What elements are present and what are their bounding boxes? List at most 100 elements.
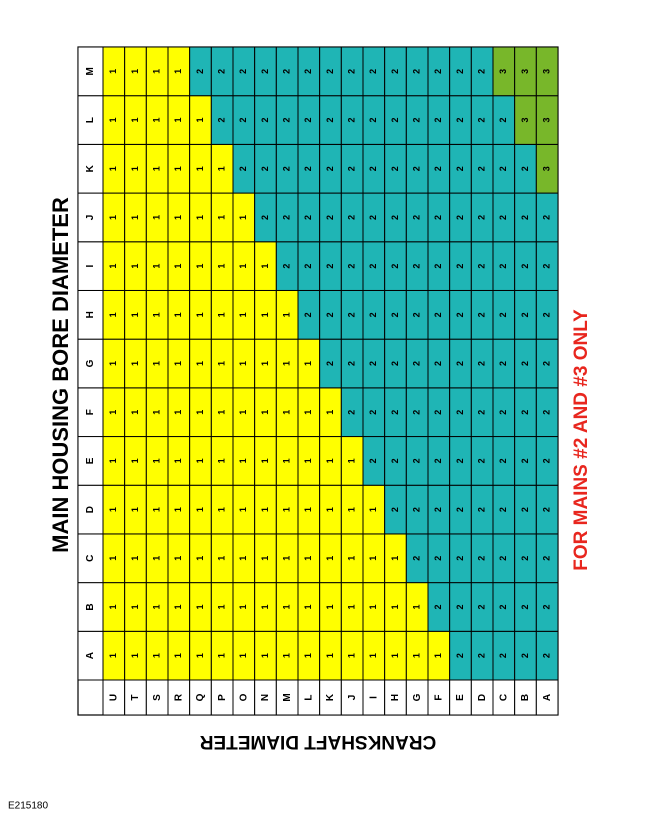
cell-value: 2 — [412, 361, 422, 366]
cell-value: 2 — [520, 604, 530, 609]
cell-value: 1 — [260, 604, 270, 609]
row-header: R — [173, 693, 184, 701]
cell-value: 1 — [347, 604, 357, 609]
cell-value: 1 — [108, 118, 118, 123]
cell-value: 2 — [455, 361, 465, 366]
row-header: B — [520, 694, 531, 701]
row-header: H — [390, 694, 401, 701]
cell-value: 2 — [542, 507, 552, 512]
cell-value: 2 — [477, 507, 487, 512]
cell-value: 1 — [238, 458, 248, 463]
cell-value: 1 — [130, 312, 140, 317]
cell-value: 1 — [195, 556, 205, 561]
cell-value: 1 — [108, 166, 118, 171]
cell-value: 2 — [477, 166, 487, 171]
header-cell — [77, 387, 104, 438]
cell-value: 1 — [130, 264, 140, 269]
cell-value: 1 — [130, 118, 140, 123]
cell-value: 1 — [282, 653, 292, 658]
cell-value: 2 — [520, 556, 530, 561]
cell-value: 2 — [520, 312, 530, 317]
cell-value: 1 — [303, 556, 313, 561]
header-cell — [77, 241, 104, 291]
cell-value: 1 — [173, 166, 183, 171]
cell-value: 2 — [282, 215, 292, 220]
cell-value: 2 — [347, 118, 357, 123]
cell-value: 1 — [325, 653, 335, 658]
cell-value: 2 — [325, 264, 335, 269]
cell-value: 2 — [542, 361, 552, 366]
cell-value: 1 — [260, 507, 270, 512]
cell-value: 2 — [455, 556, 465, 561]
row-header: S — [152, 694, 163, 701]
cell-value: 2 — [498, 556, 508, 561]
cell-value: 1 — [217, 264, 227, 269]
row-header: L — [303, 694, 314, 700]
cell-value: 1 — [195, 410, 205, 415]
cell-value: 1 — [217, 507, 227, 512]
cell-value: 2 — [433, 264, 443, 269]
cell-value: 1 — [217, 215, 227, 220]
row-header: I — [368, 696, 379, 699]
cell-value: 2 — [390, 264, 400, 269]
cell-value: 1 — [108, 69, 118, 74]
cell-value: 1 — [368, 604, 378, 609]
cell-value: 1 — [303, 458, 313, 463]
cell-value: 2 — [390, 507, 400, 512]
cell-value: 2 — [520, 653, 530, 658]
cell-value: 1 — [217, 410, 227, 415]
cell-value: 2 — [238, 118, 248, 123]
cell-value: 1 — [152, 604, 162, 609]
cell-value: 1 — [238, 507, 248, 512]
cell-value: 2 — [477, 458, 487, 463]
cell-value: 2 — [455, 264, 465, 269]
column-header: C — [85, 555, 96, 562]
cell-value: 1 — [282, 312, 292, 317]
cell-value: 2 — [347, 69, 357, 74]
cell-value: 1 — [173, 604, 183, 609]
cell-value: 2 — [282, 69, 292, 74]
cell-value: 2 — [347, 312, 357, 317]
column-header: J — [85, 215, 96, 221]
cell-value: 2 — [477, 215, 487, 220]
cell-value: 2 — [498, 604, 508, 609]
cell-value: 2 — [347, 410, 357, 415]
cell-value: 1 — [260, 264, 270, 269]
cell-value: 1 — [303, 604, 313, 609]
table: A B C D E F G H I J K L M U 1 1 1 1 1 1 1 1 1 1 1 1 1 T 1 1 1 1 1 1 1 1 1 1 1 1… — [77, 46, 559, 716]
cell-value: 2 — [325, 118, 335, 123]
cell-value: 2 — [498, 312, 508, 317]
cell-value: 2 — [477, 118, 487, 123]
column-header: D — [85, 506, 96, 513]
cell-value: 2 — [303, 215, 313, 220]
cell-value: 1 — [368, 507, 378, 512]
cell-value: 2 — [433, 604, 443, 609]
cell-value: 1 — [130, 653, 140, 658]
cell-value: 1 — [173, 556, 183, 561]
cell-value: 2 — [412, 118, 422, 123]
cell-value: 2 — [498, 264, 508, 269]
cell-value: 2 — [477, 69, 487, 74]
cell-value: 1 — [282, 604, 292, 609]
cell-value: 1 — [238, 653, 248, 658]
header-cell — [77, 46, 104, 97]
cell — [535, 46, 559, 97]
cell-value: 2 — [412, 458, 422, 463]
cell-value: 1 — [108, 312, 118, 317]
cell-value: 2 — [477, 264, 487, 269]
cell-value: 2 — [347, 215, 357, 220]
cell-value: 3 — [498, 69, 508, 74]
cell-value: 1 — [238, 361, 248, 366]
cell-value: 1 — [433, 653, 443, 658]
cell-value: 2 — [412, 264, 422, 269]
cell-value: 2 — [368, 166, 378, 171]
column-header: B — [85, 603, 96, 610]
row-header: C — [498, 694, 509, 701]
cell-value: 1 — [173, 312, 183, 317]
cell-value: 1 — [108, 507, 118, 512]
cell-value: 1 — [347, 458, 357, 463]
cell-value: 1 — [173, 361, 183, 366]
cell-value: 1 — [152, 69, 162, 74]
cell-value: 2 — [390, 215, 400, 220]
